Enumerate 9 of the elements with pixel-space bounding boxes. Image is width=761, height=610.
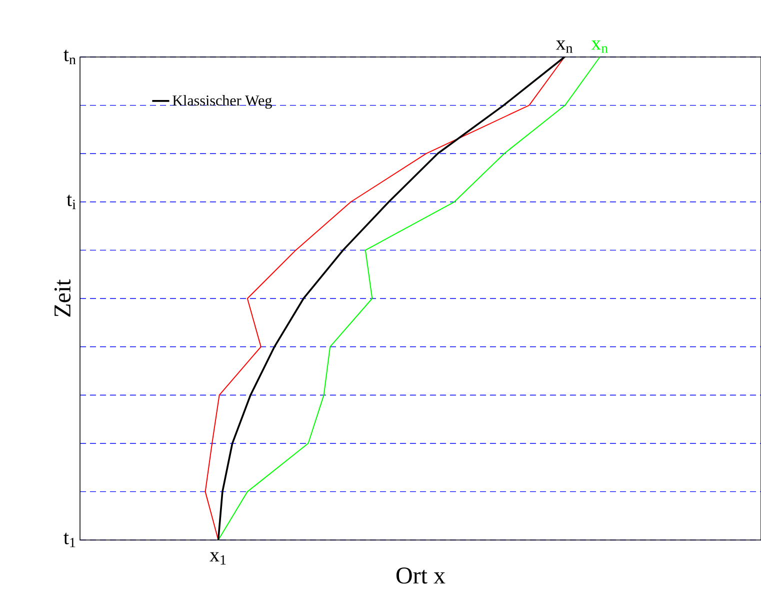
annotation: x$_{n}$ <box>591 40 608 53</box>
y-tick-label: t$_{1}$ <box>64 532 76 548</box>
legend-label: Klassischer Weg <box>172 95 272 109</box>
x-axis-title: Ort x <box>396 568 446 584</box>
annotation: x$_{n}$ <box>556 40 573 53</box>
y-tick-label: t$_{i}$ <box>66 194 76 210</box>
y-tick-label: t$_{n}$ <box>64 50 76 64</box>
annotation: x$_{1}$ <box>210 552 226 564</box>
y-axis-title: Zeit <box>54 279 71 317</box>
